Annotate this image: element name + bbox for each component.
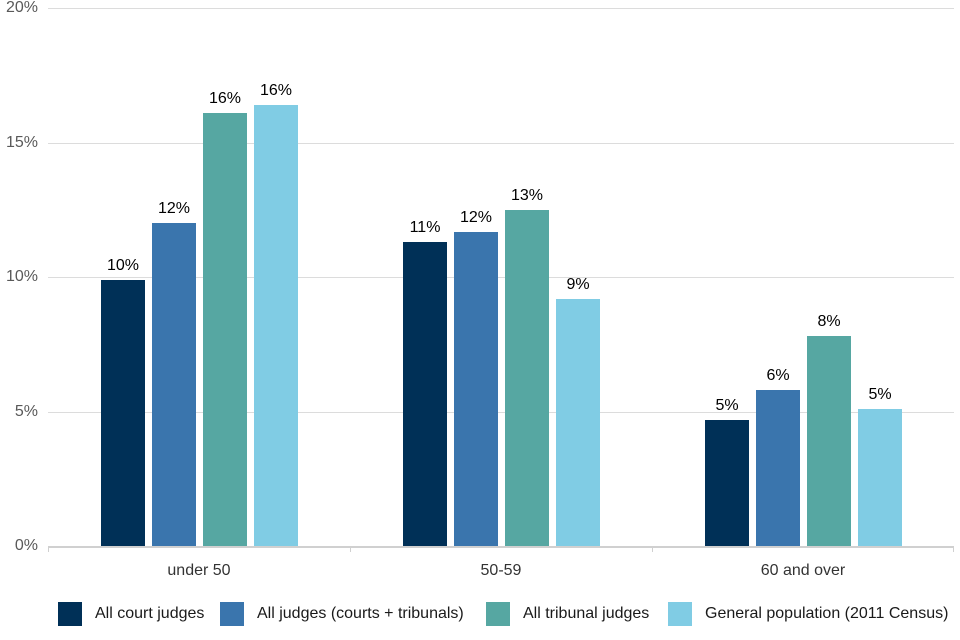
bar-value-label: 13% bbox=[510, 187, 544, 204]
y-axis-tick-label: 5% bbox=[14, 403, 38, 420]
bar-value-label: 11% bbox=[409, 219, 441, 236]
legend-swatch-icon bbox=[668, 602, 692, 626]
bar-value-label: 12% bbox=[157, 200, 191, 217]
bar-value-label: 6% bbox=[766, 367, 790, 384]
bar-value-label: 8% bbox=[817, 313, 841, 330]
legend-label: All tribunal judges bbox=[523, 605, 650, 622]
legend-item: All court judges bbox=[58, 601, 204, 627]
bar-value-label: 16% bbox=[259, 82, 293, 99]
gridline bbox=[48, 8, 954, 9]
bar bbox=[807, 336, 851, 546]
y-axis-tick-label: 20% bbox=[5, 0, 38, 16]
bar bbox=[756, 390, 800, 546]
legend-swatch-icon bbox=[486, 602, 510, 626]
bar-value-label: 5% bbox=[715, 397, 739, 414]
bar bbox=[403, 242, 447, 546]
bar-value-label: 12% bbox=[459, 209, 493, 226]
bar bbox=[556, 299, 600, 546]
bar bbox=[101, 280, 145, 546]
legend-item: All judges (courts + tribunals) bbox=[220, 601, 464, 627]
bar bbox=[454, 232, 498, 546]
gridline bbox=[48, 412, 954, 413]
x-axis-tick bbox=[48, 546, 49, 552]
legend-label: All court judges bbox=[95, 605, 205, 622]
category-label: under 50 bbox=[167, 562, 231, 579]
y-axis-tick-label: 10% bbox=[5, 268, 38, 285]
category-label: 50-59 bbox=[480, 562, 522, 579]
x-axis-tick bbox=[953, 546, 954, 552]
bar bbox=[254, 105, 298, 546]
y-axis-tick-label: 0% bbox=[14, 537, 38, 554]
gridline bbox=[48, 143, 954, 144]
legend-label: General population (2011 Census) bbox=[705, 605, 949, 622]
legend-swatch-icon bbox=[58, 602, 82, 626]
legend-item: General population (2011 Census) bbox=[668, 601, 948, 627]
bar bbox=[152, 223, 196, 546]
x-axis-line bbox=[48, 546, 954, 548]
legend-label: All judges (courts + tribunals) bbox=[257, 605, 464, 622]
category-label: 60 and over bbox=[760, 562, 846, 579]
bar bbox=[505, 210, 549, 546]
x-axis-tick bbox=[350, 546, 351, 552]
x-axis-tick bbox=[652, 546, 653, 552]
y-axis-tick-label: 15% bbox=[5, 134, 38, 151]
legend-item: All tribunal judges bbox=[486, 601, 649, 627]
bar-value-label: 16% bbox=[208, 90, 242, 107]
bar bbox=[203, 113, 247, 546]
bar-value-label: 10% bbox=[106, 257, 140, 274]
bar-value-label: 9% bbox=[566, 276, 590, 293]
bar bbox=[705, 420, 749, 546]
gridline bbox=[48, 277, 954, 278]
bar bbox=[858, 409, 902, 546]
bar-value-label: 5% bbox=[868, 386, 892, 403]
legend-swatch-icon bbox=[220, 602, 244, 626]
